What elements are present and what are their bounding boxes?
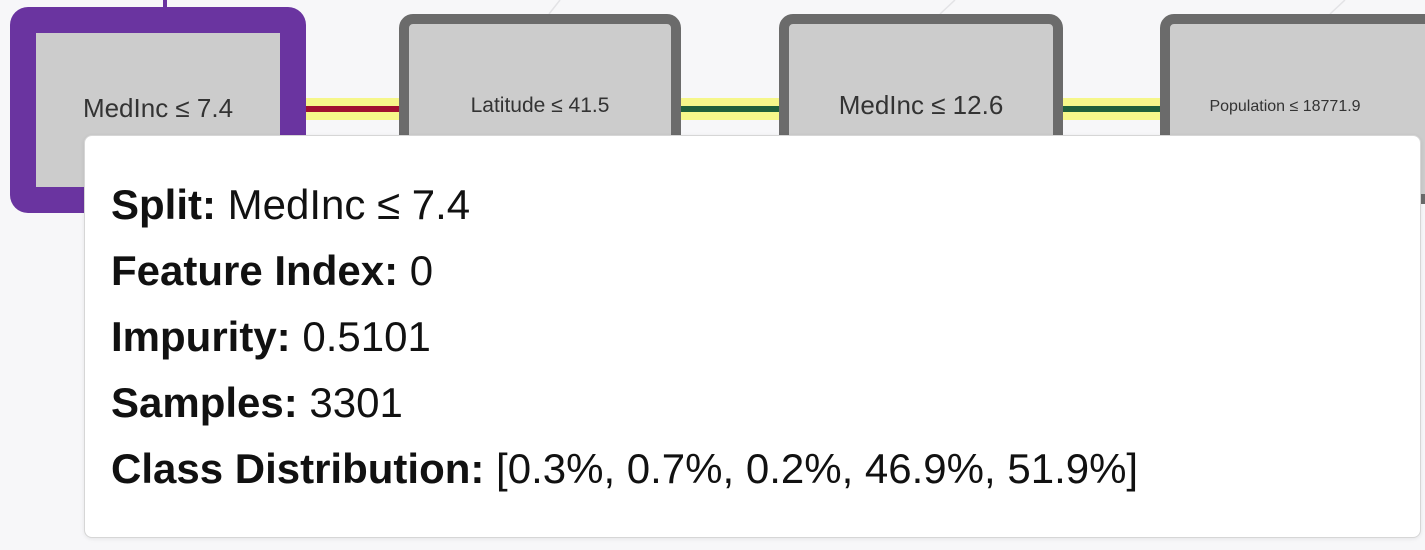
node-tooltip: Split: MedInc ≤ 7.4 Feature Index: 0 Imp… bbox=[84, 135, 1421, 538]
tooltip-samples-label: Samples: bbox=[111, 379, 298, 426]
tooltip-class-distribution-label: Class Distribution: bbox=[111, 445, 485, 492]
node-label: MedInc ≤ 12.6 bbox=[838, 90, 1004, 120]
background-edge bbox=[939, 0, 956, 15]
tooltip-split-value: MedInc ≤ 7.4 bbox=[227, 181, 471, 228]
node-label: MedInc ≤ 7.4 bbox=[82, 93, 234, 123]
tooltip-impurity-row: Impurity: 0.5101 bbox=[111, 304, 1420, 370]
tooltip-samples-value: 3301 bbox=[309, 379, 403, 426]
tooltip-impurity-label: Impurity: bbox=[111, 313, 291, 360]
background-edge bbox=[548, 0, 561, 15]
node-label: Population ≤ 18771.9 bbox=[1209, 98, 1361, 115]
tooltip-feature-index-row: Feature Index: 0 bbox=[111, 238, 1420, 304]
tooltip-feature-index-value: 0 bbox=[409, 247, 434, 294]
tooltip-samples-row: Samples: 3301 bbox=[111, 370, 1420, 436]
tooltip-class-distribution-value: [0.3%, 0.7%, 0.2%, 46.9%, 51.9%] bbox=[496, 445, 1139, 492]
tooltip-split-label: Split: bbox=[111, 181, 216, 228]
tooltip-feature-index-label: Feature Index: bbox=[111, 247, 399, 294]
background-edge bbox=[1329, 0, 1346, 15]
node-label: Latitude ≤ 41.5 bbox=[470, 94, 610, 117]
tooltip-impurity-value: 0.5101 bbox=[302, 313, 431, 360]
tooltip-split-row: Split: MedInc ≤ 7.4 bbox=[111, 172, 1420, 238]
tooltip-class-distribution-row: Class Distribution: [0.3%, 0.7%, 0.2%, 4… bbox=[111, 436, 1420, 502]
